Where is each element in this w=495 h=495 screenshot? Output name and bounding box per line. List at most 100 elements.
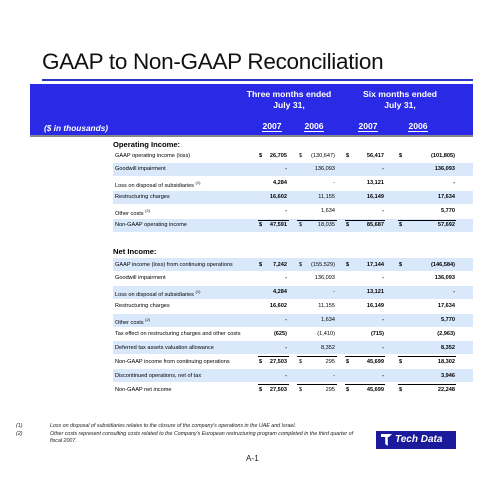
table-row: Loss on disposal of subsidiaries (1) 4,28…: [113, 285, 473, 299]
table-row: Non-GAAP income from continuing operatio…: [113, 355, 473, 368]
year-col-4: 2006: [408, 121, 428, 132]
six-months-sublabel: July 31,: [384, 100, 416, 110]
currency-symbol: $: [346, 386, 350, 393]
value-cell: 16,149: [366, 303, 384, 310]
row-label: Non-GAAP net income: [115, 386, 172, 393]
page-number: A-1: [246, 454, 259, 463]
row-label: GAAP operating income (loss): [115, 152, 191, 159]
value-cell: 136,093: [434, 275, 455, 282]
value-cell: -: [333, 180, 335, 187]
footnote-ref: (2): [145, 208, 151, 214]
value-cell: 85,687: [366, 222, 384, 228]
row-label: Other costs (2): [115, 317, 151, 326]
value-cell: 27,503: [269, 358, 287, 365]
value-cell: (101,805): [431, 152, 455, 159]
currency-symbol: $: [346, 358, 350, 365]
subtotal-rule: [258, 219, 289, 221]
value-cell: -: [285, 317, 287, 324]
year-col-2: 2006: [304, 121, 324, 132]
row-label: Loss on disposal of subsidiaries (1): [115, 180, 201, 190]
table-row: Non-GAAP operating income 47,591 18,035 85,…: [113, 218, 473, 232]
row-label: Loss on disposal of subsidiaries (1): [115, 289, 201, 299]
value-cell: -: [382, 166, 384, 173]
value-cell: 17,144: [366, 261, 384, 268]
table-row: Restructuring charges 16,602 11,155 16,149 1…: [113, 190, 473, 204]
value-cell: 5,770: [441, 317, 455, 324]
table-row: Discontinued operations, net of tax - - - 3,…: [113, 369, 473, 383]
value-cell: (1,410): [317, 331, 335, 337]
value-cell: 13,121: [366, 289, 384, 296]
currency-symbol: $: [399, 261, 403, 268]
value-cell: 136,093: [314, 166, 335, 173]
value-cell: 295: [325, 386, 335, 393]
value-cell: (155,529): [311, 261, 335, 268]
value-cell: 18,035: [317, 222, 335, 228]
value-cell: (146,584): [431, 261, 455, 268]
currency-symbol: $: [259, 152, 263, 159]
table-row: Goodwill impairment - 136,093 - 136,093: [113, 162, 473, 176]
six-months-header: Six months ended July 31,: [350, 89, 450, 111]
currency-symbol: $: [346, 222, 350, 228]
value-cell: -: [285, 344, 287, 351]
row-label: Discontinued operations, net of tax: [115, 372, 202, 379]
logo-mark-icon: [381, 434, 392, 446]
subtotal-rule: [258, 384, 289, 386]
subtotal-rule: [345, 356, 385, 358]
value-cell: 16,602: [269, 194, 287, 201]
row-label: Tax effect on restructuring charges and …: [115, 331, 241, 337]
subtotal-rule: [345, 219, 385, 221]
value-cell: -: [333, 289, 335, 296]
value-cell: 5,770: [441, 208, 455, 215]
header-divider: [30, 135, 473, 137]
value-cell: 136,093: [434, 166, 455, 173]
footnote-text: Loss on disposal of subsidiaries relates…: [50, 423, 296, 429]
value-cell: 1,634: [321, 317, 335, 324]
value-cell: -: [382, 344, 384, 351]
row-label: Other costs (2): [115, 208, 151, 217]
value-cell: 16,602: [269, 303, 287, 310]
row-label: GAAP income (loss) from continuing opera…: [115, 261, 233, 268]
value-cell: 295: [325, 358, 335, 365]
title-rule: [42, 79, 473, 81]
subtotal-rule: [297, 219, 337, 221]
currency-symbol: $: [299, 386, 303, 393]
table-row: GAAP operating income (loss) 26,705 (130,6…: [113, 149, 473, 162]
footnote-ref: (1): [195, 289, 201, 295]
value-cell: 4,284: [273, 289, 287, 296]
currency-symbol: $: [259, 358, 263, 365]
value-cell: -: [382, 372, 384, 379]
value-cell: 45,699: [366, 386, 384, 393]
value-cell: 16,149: [366, 194, 384, 201]
row-label: Goodwill impairment: [115, 275, 166, 282]
value-cell: 26,705: [269, 152, 287, 159]
six-months-label: Six months ended: [362, 89, 437, 99]
currency-symbol: $: [259, 222, 263, 228]
value-cell: 8,352: [441, 344, 455, 351]
value-cell: 45,699: [366, 358, 384, 365]
table-row: Non-GAAP net income 27,503 295 45,699 22,248…: [113, 383, 473, 396]
value-cell: 3,946: [441, 372, 455, 379]
currency-symbol: $: [259, 386, 263, 393]
value-cell: 17,634: [437, 303, 455, 310]
subtotal-rule: [398, 384, 456, 386]
subtotal-rule: [345, 384, 385, 386]
table-row: Deferred tax assets valuation allowance -…: [113, 341, 473, 355]
table-row: GAAP income (loss) from continuing opera…: [113, 258, 473, 271]
currency-symbol: $: [346, 261, 350, 268]
table-row: Goodwill impairment - 136,093 - 136,093: [113, 272, 473, 285]
tech-data-logo: Tech Data: [376, 431, 456, 449]
section-title: Operating Income:: [113, 140, 181, 149]
three-months-sublabel: July 31,: [273, 100, 305, 110]
value-cell: -: [382, 208, 384, 215]
footnote-ref: (1): [195, 180, 201, 186]
three-months-header: Three months ended July 31,: [246, 89, 332, 111]
value-cell: 56,417: [366, 152, 384, 159]
currency-symbol: $: [399, 152, 403, 159]
value-cell: (2,963): [437, 331, 455, 337]
value-cell: 27,503: [269, 386, 287, 393]
year-col-3: 2007: [358, 121, 378, 132]
value-cell: 22,248: [437, 386, 455, 393]
currency-symbol: $: [399, 386, 403, 393]
table-row: Restructuring charges 16,602 11,155 16,149 1…: [113, 300, 473, 313]
currency-symbol: $: [346, 152, 350, 159]
